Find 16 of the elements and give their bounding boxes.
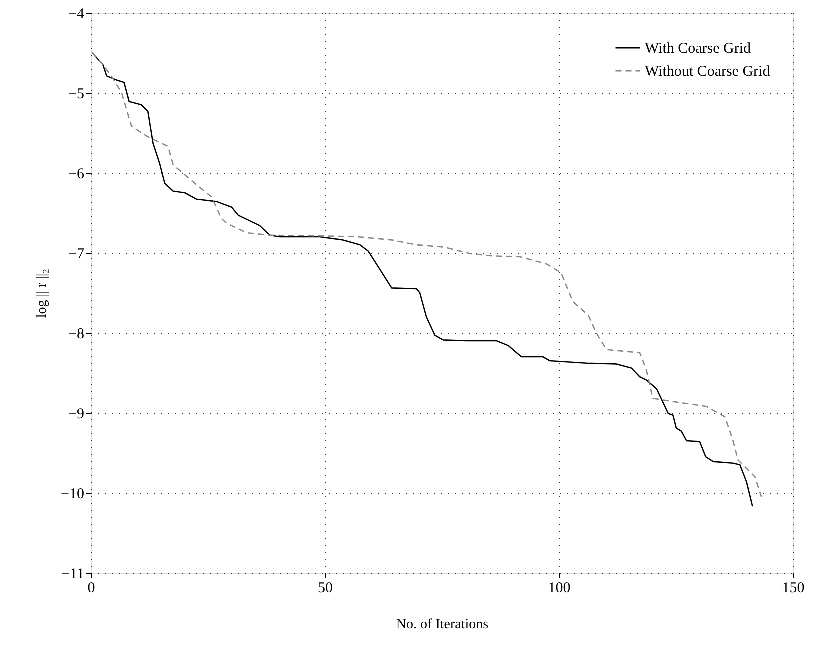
- y-axis-title: log || r ||₂: [35, 268, 50, 318]
- y-tick-label: −4: [68, 6, 85, 22]
- x-tick-label: 100: [548, 580, 571, 596]
- legend-label: With Coarse Grid: [645, 41, 752, 57]
- y-tick-label: −10: [61, 486, 84, 502]
- y-tick-label: −11: [62, 566, 84, 582]
- y-tick-label: −7: [68, 246, 85, 262]
- legend-label: Without Coarse Grid: [645, 64, 771, 80]
- x-tick-label: 0: [88, 580, 96, 596]
- x-axis-title: No. of Iterations: [396, 618, 489, 632]
- y-tick-label: −5: [68, 86, 84, 102]
- x-tick-label: 50: [318, 580, 333, 596]
- y-tick-label: −6: [68, 166, 85, 182]
- y-tick-label: −9: [68, 406, 84, 422]
- x-tick-label: 150: [782, 580, 805, 596]
- y-tick-label: −8: [68, 326, 84, 342]
